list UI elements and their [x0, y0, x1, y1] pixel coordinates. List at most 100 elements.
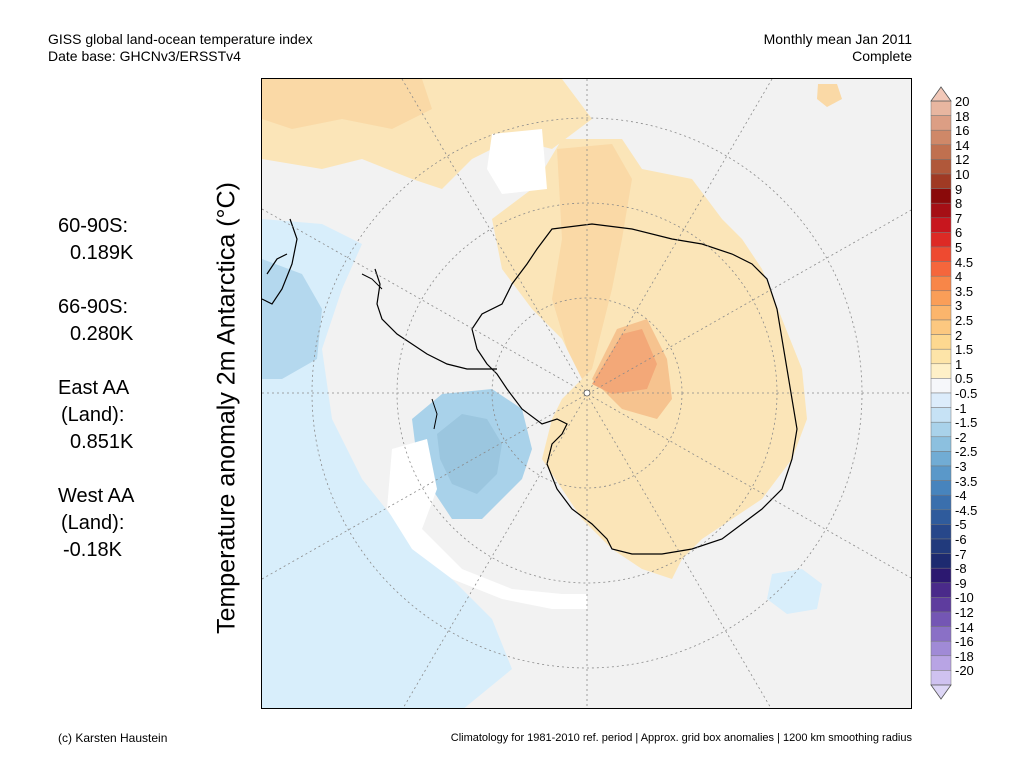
colorbar-cell — [930, 421, 952, 438]
colorbar-tick-label: 4 — [955, 269, 963, 285]
colorbar-cell — [930, 261, 952, 277]
colorbar-cell — [930, 465, 952, 481]
cool-region-bellingshausen-core — [437, 414, 502, 494]
colorbar-tick-label: -1.5 — [955, 415, 978, 431]
colorbar-tick-label: -4.5 — [955, 502, 978, 518]
status-label: Complete — [852, 48, 912, 64]
colorbar-tick-label: 7 — [955, 210, 963, 226]
colorbar-cell — [930, 275, 952, 292]
stat-value: 0.189K — [70, 242, 134, 264]
colorbar-tick-label: -18 — [955, 648, 974, 664]
colorbar-cell — [930, 290, 952, 306]
colorbar-cell — [930, 159, 952, 175]
colorbar-tick-label: -0.5 — [955, 386, 978, 401]
colorbar-cell — [930, 509, 952, 525]
colorbar-cell — [930, 567, 952, 584]
colorbar — [930, 86, 952, 700]
database-label: Date base: GHCNv3/ERSSTv4 — [48, 48, 241, 64]
colorbar-cell — [930, 392, 952, 408]
colorbar-cell — [930, 363, 952, 379]
header-right: Monthly mean Jan 2011 Complete — [764, 31, 912, 65]
colorbar-cell — [930, 655, 952, 671]
colorbar-tick-label: -6 — [955, 532, 967, 547]
colorbar-cell — [930, 188, 952, 204]
stat-66-90s: 66-90S: 0.280K — [58, 294, 134, 348]
colorbar-cell — [930, 334, 952, 350]
colorbar-tick-label: 10 — [955, 167, 970, 182]
stat-60-90s: 60-90S: 0.189K — [58, 213, 134, 267]
colorbar-cell — [930, 524, 952, 540]
credit-label: (c) Karsten Haustein — [58, 731, 168, 745]
colorbar-tick-label: -20 — [955, 663, 974, 679]
colorbar-tick-label: -2.5 — [955, 444, 978, 460]
header-left: GISS global land-ocean temperature index… — [48, 31, 313, 65]
colorbar-cell — [930, 597, 952, 613]
period-label: Monthly mean Jan 2011 — [763, 31, 912, 47]
stat-east-aa: East AA (Land): 0.851K — [58, 375, 134, 456]
colorbar-tick-label: 6 — [955, 225, 963, 241]
cool-region-west — [262, 219, 512, 708]
missing-data-north — [487, 129, 547, 194]
colorbar-tick-label: -16 — [955, 634, 974, 650]
colorbar-cell — [930, 144, 952, 160]
colorbar-cells — [930, 100, 952, 686]
colorbar-tick-label: 2 — [955, 327, 963, 343]
colorbar-tick-label: 8 — [955, 196, 963, 212]
colorbar-cell — [930, 436, 952, 452]
colorbar-cell — [930, 582, 952, 598]
map-title: GISS global land-ocean temperature index — [48, 31, 313, 47]
colorbar-cell — [930, 246, 952, 262]
colorbar-cell — [930, 100, 952, 116]
colorbar-bottom-arrow — [930, 684, 952, 700]
stat-west-aa: West AA (Land): -0.18K — [58, 483, 134, 564]
antarctica-coastline — [471, 223, 798, 555]
colorbar-cell — [930, 611, 952, 627]
hot-region — [592, 329, 657, 394]
colorbar-cell — [930, 480, 952, 496]
colorbar-cell — [930, 494, 952, 511]
colorbar-tick-label: -14 — [955, 619, 974, 635]
colorbar-tick-label: 0.5 — [955, 371, 974, 387]
colorbar-tick-label: 12 — [955, 152, 970, 168]
colorbar-cell — [930, 129, 952, 146]
stat-region: 66-90S: — [58, 296, 129, 318]
colorbar-cell — [930, 232, 952, 248]
colorbar-tick-label: -3 — [955, 459, 967, 474]
colorbar-cell — [930, 115, 952, 131]
stat-region: East AA — [58, 377, 130, 399]
colorbar-cell — [930, 378, 952, 394]
colorbar-cell — [930, 173, 952, 189]
colorbar-tick-label: 14 — [955, 137, 970, 153]
colorbar-tick-label: -12 — [955, 605, 974, 620]
colorbar-cell — [930, 305, 952, 321]
colorbar-tick-label: 3 — [955, 298, 963, 314]
vertical-axis-label: Temperature anomaly 2m Antarctica (°C) — [212, 182, 241, 634]
warm-spot-top-right — [817, 84, 842, 107]
colorbar-tick-label: -10 — [955, 590, 974, 606]
colorbar-cell — [930, 407, 952, 423]
peninsula-tip — [361, 273, 383, 290]
stat-value: -0.18K — [63, 539, 122, 561]
stat-region: 60-90S: — [58, 215, 129, 237]
colorbar-cell — [930, 553, 952, 569]
island-coastline — [431, 398, 438, 430]
stat-region-sub: (Land): — [61, 404, 125, 426]
colorbar-tick-label: 16 — [955, 123, 970, 139]
colorbar-tick-label: 20 — [955, 94, 970, 109]
colorbar-cell — [930, 640, 952, 657]
colorbar-cell — [930, 348, 952, 365]
colorbar-tick-label: 9 — [955, 181, 963, 197]
colorbar-cell — [930, 670, 952, 686]
colorbar-tick-label: 18 — [955, 108, 970, 124]
south-pole-marker — [583, 389, 591, 397]
colorbar-cell — [930, 202, 952, 219]
stat-region-sub: (Land): — [61, 512, 125, 534]
footnote-label: Climatology for 1981-2010 ref. period | … — [450, 732, 912, 744]
warm-region-central — [552, 144, 632, 379]
colorbar-tick-label: -8 — [955, 561, 967, 577]
colorbar-tick-label: -4 — [955, 488, 967, 504]
missing-data-southwest — [387, 439, 587, 609]
colorbar-tick-label: -1 — [955, 400, 967, 416]
region-stats: 60-90S: 0.189K 66-90S: 0.280K East AA (L… — [58, 213, 134, 591]
stat-region: West AA — [58, 485, 135, 507]
